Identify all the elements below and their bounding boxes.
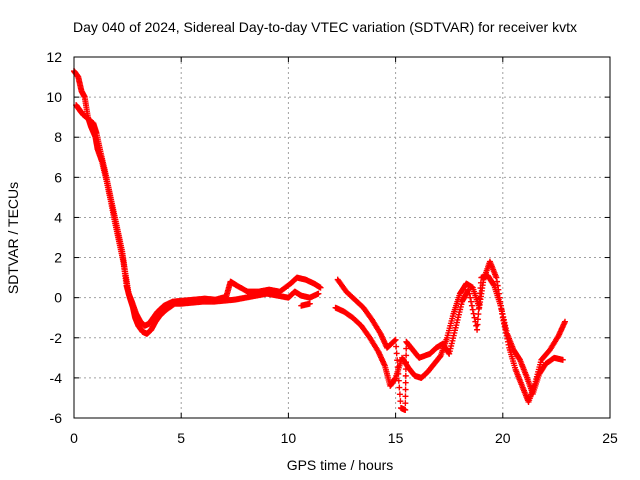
data-point-marker: [474, 326, 481, 333]
chart-title: Day 040 of 2024, Sidereal Day-to-day VTE…: [73, 19, 577, 35]
data-point-marker: [397, 398, 404, 405]
data-point-marker: [396, 384, 403, 391]
data-point-marker: [469, 306, 476, 313]
data-point-marker: [393, 350, 400, 357]
y-tick-label: 6: [54, 169, 62, 185]
data-point-marker: [467, 294, 474, 301]
grid-lines: [74, 57, 610, 418]
data-point-marker: [476, 295, 483, 302]
data-point-marker: [393, 343, 400, 350]
x-tick-label: 0: [70, 430, 78, 446]
data-point-marker: [394, 357, 401, 364]
data-point-marker: [468, 302, 475, 309]
y-tick-label: 0: [54, 290, 62, 306]
data-point-marker: [392, 336, 399, 343]
data-point-marker: [476, 300, 483, 307]
data-point-marker: [402, 386, 409, 393]
data-point-marker: [474, 321, 481, 328]
data-point-marker: [396, 391, 403, 398]
data-point-marker: [394, 364, 401, 371]
x-axis-label: GPS time / hours: [287, 457, 394, 473]
x-tick-label: 25: [602, 430, 618, 446]
data-point-marker: [403, 345, 410, 352]
y-tick-label: 10: [46, 89, 62, 105]
x-tick-label: 10: [281, 430, 297, 446]
data-point-marker: [402, 366, 409, 373]
data-point-marker: [391, 337, 398, 344]
data-point-marker: [474, 316, 481, 323]
data-point-marker: [402, 379, 409, 386]
data-point-marker: [395, 377, 402, 384]
data-point-marker: [471, 314, 478, 321]
plot-frame: [73, 56, 611, 419]
data-point-marker: [306, 300, 313, 307]
x-tick-label: 5: [177, 430, 185, 446]
data-point-marker: [468, 298, 475, 305]
y-tick-label: 8: [54, 129, 62, 145]
data-point-marker: [395, 370, 402, 377]
y-tick-label: 2: [54, 250, 62, 266]
x-tick-label: 15: [388, 430, 404, 446]
data-point-marker: [402, 372, 409, 379]
data-points: [71, 68, 568, 413]
data-point-marker: [403, 352, 410, 359]
y-axis-label: SDTVAR / TECUs: [5, 182, 21, 294]
data-point-marker: [317, 284, 324, 291]
y-tick-label: -2: [50, 330, 63, 346]
data-point-marker: [402, 393, 409, 400]
data-point-marker: [475, 305, 482, 312]
data-point-marker: [402, 359, 409, 366]
series-group: [73, 102, 566, 413]
data-point-marker: [315, 290, 322, 297]
data-point-marker: [477, 290, 484, 297]
data-point-marker: [477, 285, 484, 292]
axis-ticks: 0 5 10 15 20 25 -6 -4 -2 0 2 4 6 8 10 12: [46, 49, 618, 446]
y-tick-label: 4: [54, 209, 62, 225]
data-point-marker: [465, 286, 472, 293]
data-point-marker: [559, 356, 566, 363]
data-point-marker: [402, 406, 409, 413]
data-point-marker: [475, 311, 482, 318]
data-point-marker: [402, 400, 409, 407]
data-point-marker: [561, 318, 568, 325]
data-point-marker: [466, 290, 473, 297]
data-point-marker: [473, 322, 480, 329]
y-tick-label: -4: [50, 370, 63, 386]
y-tick-label: -6: [50, 410, 63, 426]
series-group: [71, 68, 568, 405]
data-point-marker: [477, 279, 484, 286]
y-tick-label: 12: [46, 49, 62, 65]
x-tick-label: 20: [495, 430, 511, 446]
